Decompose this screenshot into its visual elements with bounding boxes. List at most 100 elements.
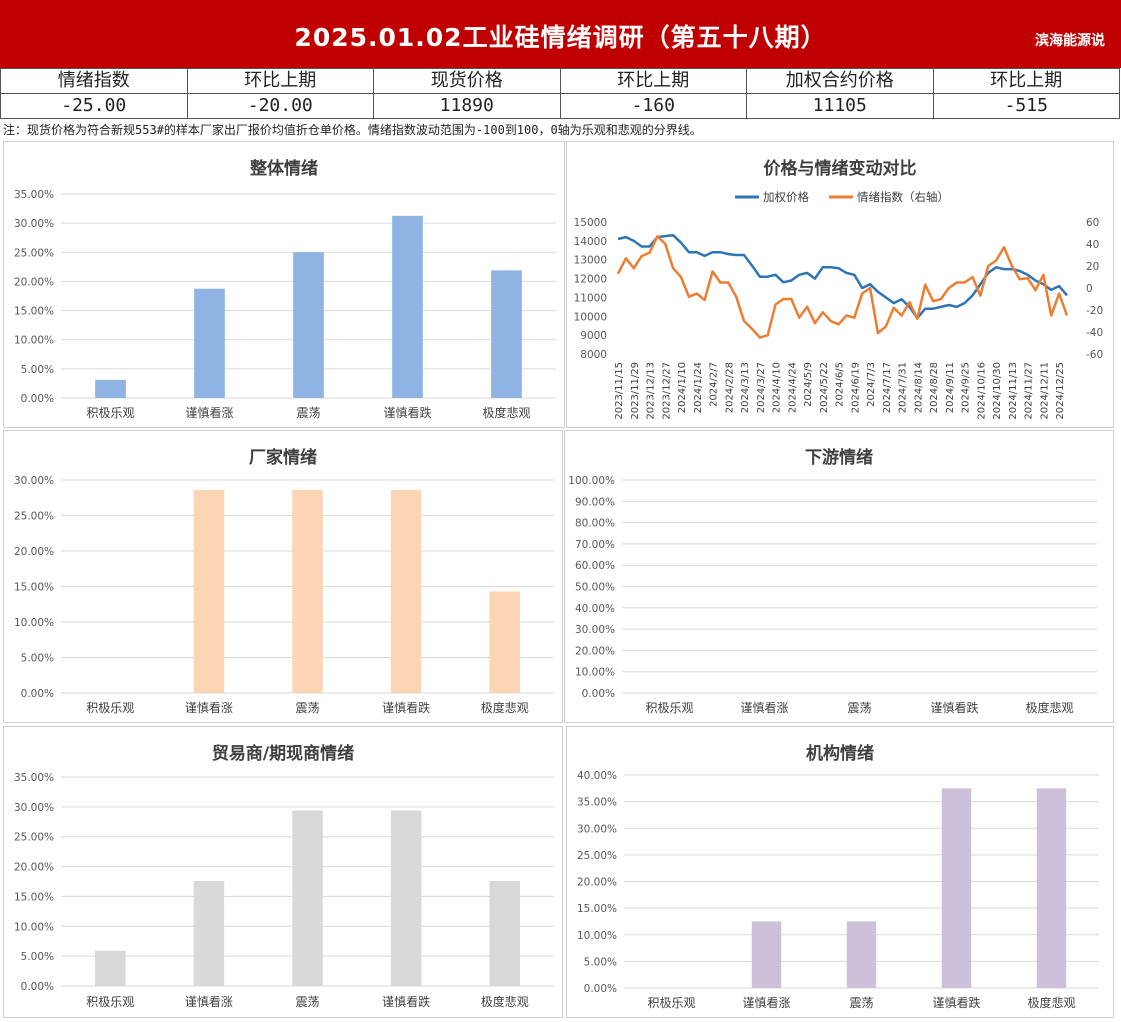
x-category-label: 震荡 bbox=[849, 996, 873, 1010]
x-tick-label: 2024/9/25 bbox=[961, 362, 972, 413]
summary-table: 情绪指数 环比上期 现货价格 环比上期 加权合约价格 环比上期 -25.00 -… bbox=[0, 68, 1120, 119]
x-category-label: 积极乐观 bbox=[647, 996, 695, 1010]
institution-sentiment-panel: 机构情绪 0.00% 5.00% 10.00% 15.00% 20.00% 25.00% 3… bbox=[566, 726, 1114, 1018]
y-left-tick-label: 10000 bbox=[574, 311, 607, 323]
y-tick-label: 40.00% bbox=[575, 603, 615, 615]
x-tick-label: 2024/11/27 bbox=[1024, 362, 1035, 420]
x-category-label: 积极乐观 bbox=[86, 995, 134, 1009]
bar-极度悲观 bbox=[1036, 788, 1067, 988]
y-right-tick-label: 0 bbox=[1086, 283, 1093, 295]
x-category-label: 震荡 bbox=[296, 406, 320, 420]
chart-title: 厂家情绪 bbox=[249, 448, 317, 468]
x-category-label: 谨慎看跌 bbox=[383, 405, 431, 420]
y-tick-label: 0.00% bbox=[21, 393, 54, 405]
x-tick-label: 2024/8/28 bbox=[929, 362, 940, 413]
y-tick-label: 5.00% bbox=[21, 653, 54, 665]
x-tick-label: 2024/8/14 bbox=[913, 362, 924, 413]
x-tick-label: 2023/11/29 bbox=[630, 362, 641, 420]
methodology-note: 注：现货价格为符合新规553#的样本厂家出厂报价均值折仓单价格。情绪指数波动范围… bbox=[3, 123, 702, 137]
y-tick-label: 0.00% bbox=[582, 688, 615, 700]
summary-value: -20.00 bbox=[186, 93, 374, 119]
x-category-label: 积极乐观 bbox=[645, 701, 693, 715]
x-category-label: 极度悲观 bbox=[482, 405, 530, 420]
y-tick-label: 0.00% bbox=[21, 981, 54, 993]
y-tick-label: 10.00% bbox=[575, 667, 615, 679]
summary-value: 11105 bbox=[746, 93, 934, 119]
y-tick-label: 90.00% bbox=[575, 496, 615, 508]
summary-label: 环比上期 bbox=[186, 68, 374, 94]
y-tick-label: 30.00% bbox=[575, 624, 615, 636]
y-tick-label: 15.00% bbox=[14, 582, 54, 594]
bar-谨慎看涨 bbox=[193, 489, 225, 693]
x-category-label: 极度悲观 bbox=[481, 994, 529, 1009]
y-tick-label: 35.00% bbox=[14, 189, 54, 201]
summary-value: 11890 bbox=[373, 93, 561, 119]
y-tick-label: 70.00% bbox=[575, 539, 615, 551]
x-tick-label: 2024/1/24 bbox=[693, 362, 704, 413]
summary-label: 环比上期 bbox=[932, 68, 1120, 94]
series-line-sentiment bbox=[616, 235, 1069, 339]
x-category-label: 谨慎看涨 bbox=[740, 700, 788, 715]
y-tick-label: 25.00% bbox=[14, 832, 54, 844]
chart-title: 整体情绪 bbox=[250, 159, 318, 179]
series-line-price bbox=[617, 233, 1068, 320]
x-category-label: 极度悲观 bbox=[481, 700, 529, 715]
y-tick-label: 0.00% bbox=[584, 983, 617, 995]
y-tick-label: 35.00% bbox=[14, 772, 54, 784]
x-tick-label: 2024/9/11 bbox=[945, 362, 956, 413]
legend-label: 情绪指数（右轴） bbox=[857, 190, 949, 204]
summary-value-row: -25.00 -20.00 11890 -160 11105 -515 bbox=[0, 93, 1120, 119]
x-tick-label: 2024/10/16 bbox=[976, 362, 987, 420]
x-tick-label: 2024/12/25 bbox=[1055, 362, 1066, 420]
summary-label: 加权合约价格 bbox=[746, 68, 934, 94]
y-left-tick-label: 9000 bbox=[580, 330, 607, 342]
overall-sentiment-panel: 整体情绪 0.00% 5.00% 10.00% 15.00% 20.00% 25.00% 3… bbox=[3, 141, 565, 428]
y-tick-label: 30.00% bbox=[14, 475, 54, 487]
bar-震荡 bbox=[292, 810, 323, 986]
x-tick-label: 2024/10/30 bbox=[992, 362, 1003, 420]
x-tick-label: 2024/6/19 bbox=[850, 362, 861, 413]
summary-label: 环比上期 bbox=[559, 68, 747, 94]
y-left-tick-label: 11000 bbox=[574, 292, 607, 304]
x-category-label: 谨慎看跌 bbox=[382, 994, 430, 1009]
bar-极度悲观 bbox=[489, 880, 520, 986]
y-tick-label: 35.00% bbox=[577, 797, 617, 809]
bar-震荡 bbox=[846, 921, 877, 988]
y-tick-label: 25.00% bbox=[577, 850, 617, 862]
y-tick-label: 15.00% bbox=[14, 891, 54, 903]
x-category-label: 震荡 bbox=[295, 995, 319, 1009]
x-category-label: 震荡 bbox=[295, 701, 319, 715]
y-tick-label: 5.00% bbox=[21, 951, 54, 963]
x-tick-label: 2024/5/22 bbox=[819, 362, 830, 413]
x-tick-label: 2023/11/15 bbox=[614, 362, 625, 420]
bar-谨慎看跌 bbox=[390, 810, 422, 986]
bar-震荡 bbox=[292, 489, 323, 693]
y-tick-label: 10.00% bbox=[14, 335, 54, 347]
page-title: 2025.01.02工业硅情绪调研（第五十八期） bbox=[294, 23, 827, 52]
y-tick-label: 10.00% bbox=[14, 617, 54, 629]
y-tick-label: 100.00% bbox=[568, 475, 615, 487]
x-category-label: 谨慎看涨 bbox=[742, 995, 790, 1010]
y-right-tick-label: 40 bbox=[1086, 239, 1099, 251]
x-tick-label: 2024/3/13 bbox=[740, 362, 751, 413]
chart-title: 贸易商/期现商情绪 bbox=[211, 744, 355, 764]
y-tick-label: 20.00% bbox=[14, 276, 54, 288]
x-category-label: 极度悲观 bbox=[1025, 700, 1073, 715]
chart-title: 机构情绪 bbox=[806, 744, 874, 764]
y-tick-label: 5.00% bbox=[584, 956, 617, 968]
x-tick-label: 2024/7/31 bbox=[898, 362, 909, 413]
x-tick-label: 2024/6/5 bbox=[835, 362, 846, 407]
x-tick-label: 2024/7/17 bbox=[882, 362, 893, 413]
x-tick-label: 2023/12/13 bbox=[646, 362, 657, 420]
y-left-tick-label: 15000 bbox=[574, 217, 607, 229]
x-category-label: 谨慎看跌 bbox=[932, 995, 980, 1010]
brand-label: 滨海能源说 bbox=[1035, 33, 1105, 49]
y-right-tick-label: 60 bbox=[1086, 217, 1099, 229]
y-right-tick-label: 20 bbox=[1086, 261, 1099, 273]
x-category-label: 谨慎看涨 bbox=[185, 994, 233, 1009]
y-tick-label: 40.00% bbox=[577, 770, 617, 782]
y-right-tick-label: -60 bbox=[1086, 349, 1103, 361]
bar-谨慎看跌 bbox=[941, 788, 972, 988]
y-tick-label: 25.00% bbox=[14, 247, 54, 259]
summary-label: 情绪指数 bbox=[0, 68, 188, 94]
